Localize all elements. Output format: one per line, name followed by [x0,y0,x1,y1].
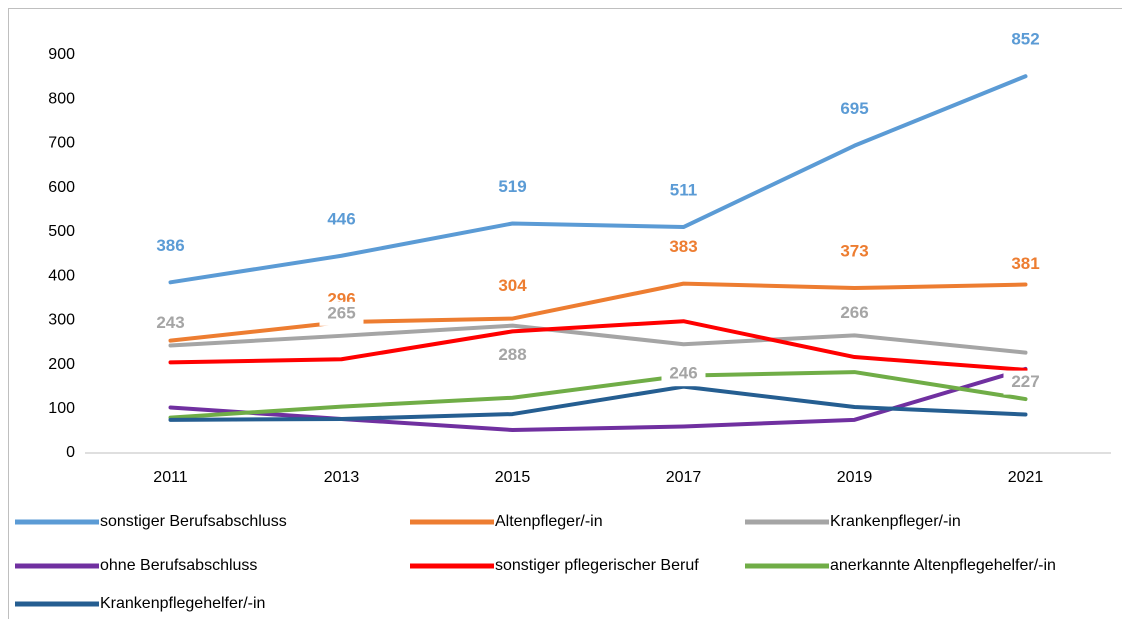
data-label-bg [832,240,877,265]
data-label: 511 [670,181,697,200]
x-tick-label: 2019 [837,469,873,486]
line-series [168,319,1028,372]
line-series [168,323,1028,355]
y-tick-label: 900 [48,46,75,63]
legend-label: sonstiger Berufsabschluss [100,513,287,530]
data-label-bg [832,301,877,326]
data-label: 304 [498,276,527,295]
data-label-bg [490,274,535,299]
x-tick-label: 2013 [324,469,360,486]
data-label: 852 [1011,30,1039,49]
legend-label: Altenpfleger/-in [495,513,603,530]
legend-label: anerkannte Altenpflegehelfer/-in [830,557,1056,574]
data-label-bg [148,234,193,259]
data-label-bg [661,362,706,387]
data-label-bg [832,97,877,122]
line-series [168,370,1028,420]
data-label-bg [319,301,364,326]
data-label: 381 [1011,254,1039,273]
data-label: 373 [840,242,868,261]
data-label-bg [490,175,535,200]
data-label: 246 [669,364,697,383]
x-tick-label: 2021 [1008,469,1044,486]
data-label: 266 [840,303,868,322]
data-label-bg [1003,252,1048,277]
data-label-bg [661,179,706,204]
data-label: 386 [156,236,184,255]
y-tick-label: 100 [48,400,75,417]
y-tick-label: 300 [48,312,75,329]
line-series [168,281,1028,343]
data-label: 227 [1011,372,1039,391]
x-tick-label: 2011 [153,469,188,486]
line-series [168,366,1028,433]
legend-label: Krankenpflegehelfer/-in [100,595,265,612]
legend-label: Krankenpfleger/-in [830,513,961,530]
data-label-bg [1003,370,1048,395]
x-tick-label: 2015 [495,469,531,486]
y-tick-label: 500 [48,223,75,240]
data-label-bg [661,235,706,260]
data-label: 383 [669,237,697,256]
line-series [168,74,1028,285]
line-series [168,384,1028,422]
data-label: 695 [840,99,868,118]
data-label: 446 [327,209,355,228]
y-tick-label: 400 [48,267,75,284]
data-label-bg [1003,28,1048,53]
y-tick-label: 0 [66,444,75,461]
data-label-bg [319,207,364,232]
y-tick-label: 800 [48,90,75,107]
legend-label: ohne Berufsabschluss [100,557,257,574]
data-label: 519 [498,177,526,196]
x-tick-label: 2017 [666,469,702,486]
legend-label: sonstiger pflegerischer Beruf [495,557,699,574]
data-label: 265 [327,303,355,322]
y-tick-label: 200 [48,356,75,373]
data-label-bg [490,343,535,368]
chart-frame [8,8,1122,619]
y-tick-label: 700 [48,135,75,152]
y-tick-label: 600 [48,179,75,196]
data-label: 243 [156,313,184,332]
data-label: 288 [498,345,526,364]
data-label-bg [148,311,193,336]
